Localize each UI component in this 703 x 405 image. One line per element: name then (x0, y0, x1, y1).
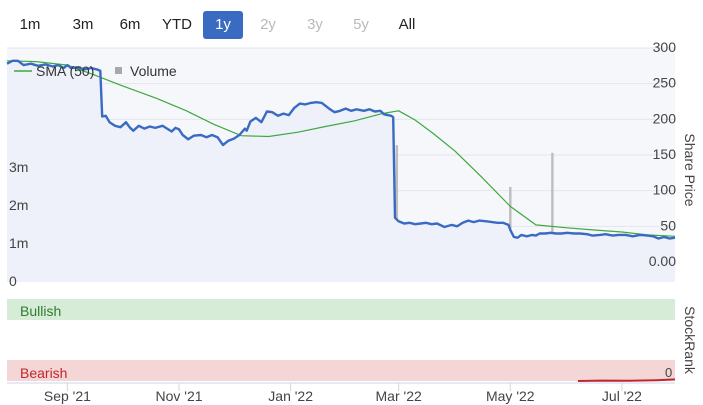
date-axis: Sep '21 Nov '21 Jan '22 Mar '22 May '22 Jul '… (44, 383, 642, 404)
x-tick-label: Nov '21 (156, 388, 203, 404)
share-price-axis-ticks: 300 250 200 150 100 50 0.00 (649, 39, 676, 269)
x-tick-label: Mar '22 (376, 388, 422, 404)
volume-axis-ticks: 3m 2m 1m 0 (9, 159, 28, 289)
x-tick-label: Sep '21 (44, 388, 91, 404)
volume-bar (551, 152, 554, 282)
stockrank-axis-label: StockRank (682, 306, 698, 375)
sma-line (6, 60, 676, 237)
range-button-6m[interactable]: 6m (119, 16, 141, 33)
range-button-3m[interactable]: 3m (72, 16, 94, 33)
volume-tick-label: 1m (9, 235, 28, 251)
share-price-tick-label: 0.00 (649, 253, 676, 269)
range-button-all[interactable]: All (398, 16, 416, 33)
legend-sma-label: SMA (50) (36, 63, 94, 79)
x-tick-label: May '22 (486, 388, 535, 404)
x-tick-label: Jan '22 (268, 388, 313, 404)
share-price-tick-label: 150 (653, 146, 677, 162)
volume-bar (395, 145, 399, 282)
volume-tick-label: 2m (9, 197, 28, 213)
legend-volume-label: Volume (130, 63, 177, 79)
stockrank-axis-tick: 0 (665, 365, 672, 380)
share-price-tick-label: 200 (653, 110, 677, 126)
range-button-2y: 2y (260, 16, 276, 33)
bullish-band-label: Bullish (20, 303, 61, 319)
volume-tick-label: 3m (9, 159, 28, 175)
legend-volume-swatch (115, 67, 122, 74)
share-price-tick-label: 50 (660, 217, 676, 233)
x-tick-label: Jul '22 (602, 388, 642, 404)
range-button-3y: 3y (307, 16, 323, 33)
bearish-band-label: Bearish (20, 365, 67, 381)
share-price-tick-label: 250 (653, 75, 677, 91)
share-price-axis-label: Share Price (682, 133, 698, 206)
range-button-1m[interactable]: 1m (19, 16, 41, 33)
range-button-ytd[interactable]: YTD (162, 16, 192, 33)
legend: SMA (50) Volume (14, 63, 177, 79)
bearish-band (7, 360, 675, 381)
range-button-1y[interactable]: 1y (203, 11, 243, 39)
volume-tick-label: 0 (9, 273, 17, 289)
stockrank-plot-middle (7, 320, 675, 360)
share-price-tick-label: 300 (653, 39, 677, 55)
price-line (6, 59, 676, 240)
share-price-tick-label: 100 (653, 182, 677, 198)
bullish-band (7, 299, 675, 320)
range-button-5y: 5y (353, 16, 369, 33)
stockrank-line (577, 378, 676, 382)
